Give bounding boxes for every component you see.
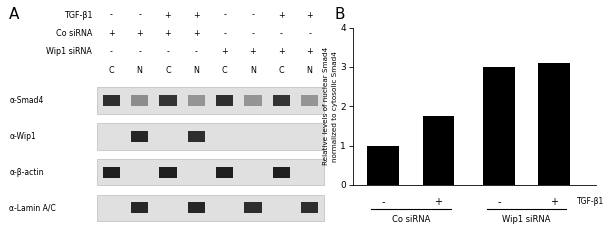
Bar bbox=[483, 67, 515, 185]
Text: TGF-β1: TGF-β1 bbox=[64, 11, 92, 19]
Text: Wip1 siRNA: Wip1 siRNA bbox=[47, 48, 92, 56]
Text: -: - bbox=[166, 48, 169, 56]
Text: N: N bbox=[137, 66, 142, 75]
Text: A: A bbox=[9, 7, 20, 22]
Text: -: - bbox=[280, 29, 283, 38]
Bar bbox=[131, 95, 149, 106]
Text: +: + bbox=[250, 48, 256, 56]
Text: +: + bbox=[193, 29, 200, 38]
Text: Co siRNA: Co siRNA bbox=[56, 29, 92, 38]
Bar bbox=[187, 95, 205, 106]
Text: +: + bbox=[108, 29, 115, 38]
Bar bbox=[187, 202, 205, 213]
Bar bbox=[131, 131, 149, 142]
Text: -: - bbox=[110, 48, 113, 56]
Bar bbox=[301, 202, 319, 213]
Bar bbox=[159, 167, 177, 178]
Bar bbox=[131, 202, 149, 213]
Text: +: + bbox=[136, 29, 143, 38]
Bar bbox=[97, 123, 324, 150]
Text: +: + bbox=[165, 29, 171, 38]
Text: -: - bbox=[223, 29, 226, 38]
Bar bbox=[103, 167, 120, 178]
Bar bbox=[159, 95, 177, 106]
Text: -: - bbox=[497, 197, 501, 207]
Bar bbox=[538, 63, 570, 185]
Text: B: B bbox=[335, 7, 345, 22]
Bar bbox=[216, 167, 233, 178]
Text: +: + bbox=[278, 48, 285, 56]
Bar bbox=[216, 95, 233, 106]
Bar bbox=[103, 95, 120, 106]
Text: +: + bbox=[306, 48, 313, 56]
Text: Wip1 siRNA: Wip1 siRNA bbox=[502, 215, 551, 224]
Text: C: C bbox=[165, 66, 171, 75]
Bar bbox=[97, 159, 324, 185]
Text: +: + bbox=[278, 11, 285, 19]
Text: α-Wip1: α-Wip1 bbox=[9, 132, 36, 141]
Text: N: N bbox=[307, 66, 313, 75]
Text: -: - bbox=[382, 197, 385, 207]
Bar bbox=[301, 95, 319, 106]
Text: +: + bbox=[435, 197, 443, 207]
Text: N: N bbox=[250, 66, 256, 75]
Text: +: + bbox=[221, 48, 228, 56]
Text: C: C bbox=[279, 66, 284, 75]
Bar bbox=[422, 116, 454, 185]
Text: TGF-β1: TGF-β1 bbox=[577, 197, 605, 206]
Text: -: - bbox=[223, 11, 226, 19]
Bar bbox=[97, 195, 324, 221]
Bar bbox=[273, 95, 290, 106]
Text: -: - bbox=[138, 11, 141, 19]
Text: α-Lamin A/C: α-Lamin A/C bbox=[9, 204, 56, 212]
Text: -: - bbox=[195, 48, 198, 56]
Bar bbox=[187, 131, 205, 142]
Text: α-β-actin: α-β-actin bbox=[9, 168, 44, 176]
Bar bbox=[273, 167, 290, 178]
Text: +: + bbox=[550, 197, 558, 207]
Text: -: - bbox=[308, 29, 311, 38]
Text: +: + bbox=[306, 11, 313, 19]
Bar bbox=[244, 95, 262, 106]
Bar bbox=[244, 202, 262, 213]
Text: C: C bbox=[222, 66, 227, 75]
Bar bbox=[367, 146, 399, 185]
Text: +: + bbox=[193, 11, 200, 19]
Text: Co siRNA: Co siRNA bbox=[392, 215, 430, 224]
Text: +: + bbox=[165, 11, 171, 19]
Bar bbox=[97, 87, 324, 114]
Text: N: N bbox=[193, 66, 200, 75]
Text: -: - bbox=[252, 29, 254, 38]
Text: -: - bbox=[138, 48, 141, 56]
Text: -: - bbox=[252, 11, 254, 19]
Text: -: - bbox=[110, 11, 113, 19]
Y-axis label: Relative levels of nuclear Smad4
normalized to cytosolic Smad4: Relative levels of nuclear Smad4 normali… bbox=[323, 47, 338, 165]
Text: C: C bbox=[109, 66, 114, 75]
Text: α-Smad4: α-Smad4 bbox=[9, 96, 44, 105]
